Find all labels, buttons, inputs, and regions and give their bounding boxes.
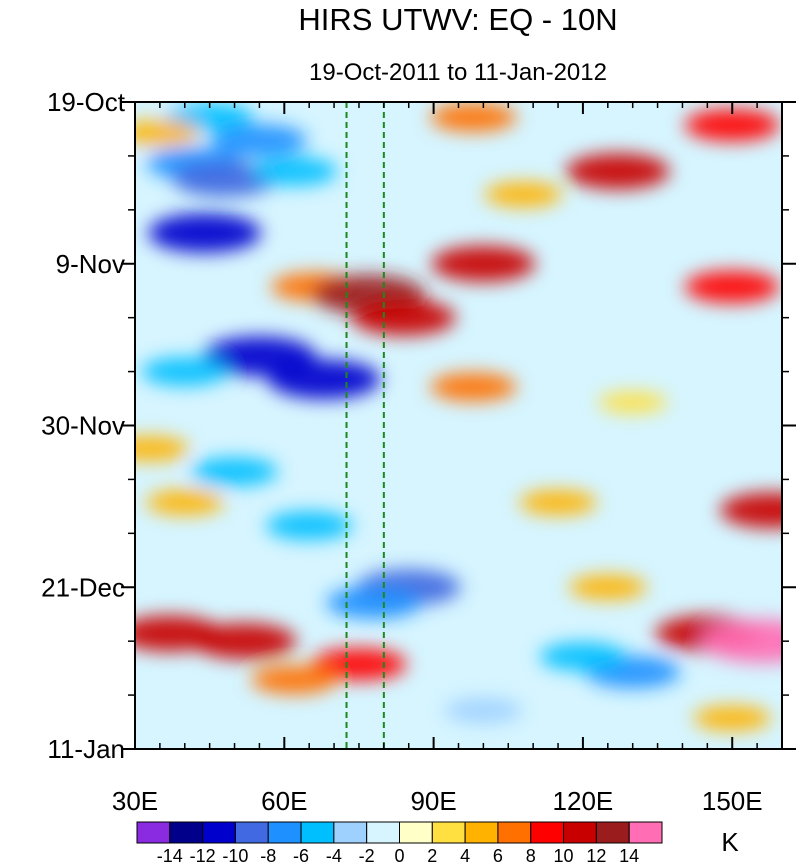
x-tick-label-0: 30E <box>112 786 158 816</box>
anomaly-blob-22 <box>191 457 278 487</box>
chart-title: HIRS UTWV: EQ - 10N <box>298 2 617 37</box>
colorbar-swatch-4 <box>267 821 302 844</box>
colorbar-swatch-9 <box>431 821 466 844</box>
reference-lines <box>345 102 385 749</box>
colorbar-label-8: 2 <box>427 846 437 864</box>
y-tick-label-4: 11-Jan <box>47 734 125 764</box>
colorbar-swatch-0 <box>136 821 171 844</box>
anomaly-blob-7 <box>430 103 517 132</box>
chart-subtitle: 19-Oct-2011 to 11-Jan-2012 <box>309 59 607 86</box>
colorbar-label-6: -2 <box>359 846 375 864</box>
x-tick-label-4: 150E <box>702 786 763 816</box>
colorbar-swatch-12 <box>530 821 565 844</box>
colorbar-label-10: 6 <box>493 846 503 864</box>
anomaly-blob-31 <box>192 623 297 660</box>
colorbar-swatch-5 <box>300 821 335 844</box>
colorbar-swatch-3 <box>234 821 269 844</box>
anomaly-blob-32 <box>311 648 407 681</box>
anomaly-blob-37 <box>701 619 782 663</box>
anomaly-blob-5 <box>148 213 262 253</box>
anomaly-blob-10 <box>484 181 562 208</box>
colorbar-swatch-1 <box>169 821 204 844</box>
colorbar: -14 -12 -10 -8 -6 -4 -2 0 2 4 6 8 10 12 14 <box>136 821 663 864</box>
anomaly-blob-35 <box>539 642 627 671</box>
anomaly-blob-24 <box>265 511 353 541</box>
colorbar-label-3: -8 <box>260 846 276 864</box>
x-tick-label-3: 120E <box>553 786 614 816</box>
colorbar-label-5: -4 <box>326 846 342 864</box>
anomaly-blob-33 <box>251 665 338 695</box>
colorbar-label-7: 0 <box>394 846 404 864</box>
colorbar-swatch-10 <box>464 821 499 844</box>
anomaly-blob-26 <box>720 492 782 529</box>
colorbar-swatch-7 <box>366 821 400 844</box>
anomaly-blob-39 <box>693 705 772 731</box>
x-axis: 30E 60E 90E 120E 150E <box>112 102 763 816</box>
colorbar-swatch-13 <box>563 821 597 844</box>
anomaly-blob-4 <box>251 156 338 186</box>
colorbar-unit: K <box>721 827 739 857</box>
anomaly-blob-21 <box>135 436 189 462</box>
colorbar-swatch-8 <box>399 821 433 844</box>
colorbar-label-9: 4 <box>460 846 470 864</box>
colorbar-label-11: 8 <box>526 846 536 864</box>
anomaly-blob-29 <box>569 574 647 600</box>
anomaly-blob-23 <box>145 489 224 516</box>
colorbar-swatch-6 <box>333 821 368 844</box>
anomaly-blob-9 <box>565 153 670 190</box>
anomaly-blob-11 <box>431 245 536 282</box>
colorbar-label-12: 10 <box>554 846 574 864</box>
anomaly-blob-17 <box>267 359 381 400</box>
anomaly-blob-12 <box>684 270 780 304</box>
anomaly-blob-3 <box>172 161 277 198</box>
anomaly-blob-38 <box>444 697 523 724</box>
colorbar-swatch-14 <box>595 821 630 844</box>
colorbar-swatch-2 <box>202 821 236 844</box>
anomaly-blob-18 <box>141 357 228 386</box>
anomaly-blob-6 <box>135 120 199 146</box>
x-tick-label-2: 90E <box>410 786 456 816</box>
y-tick-label-2: 30-Nov <box>41 411 125 441</box>
x-tick-label-1: 60E <box>261 786 307 816</box>
anomaly-blob-20 <box>598 391 668 414</box>
anomaly-blob-19 <box>430 372 517 402</box>
colorbar-label-2: -10 <box>222 846 248 864</box>
colorbar-swatch-15 <box>628 821 663 844</box>
y-tick-label-0: 19-Oct <box>47 87 126 117</box>
anomaly-blob-28 <box>326 586 422 619</box>
anomaly-blob-25 <box>519 489 597 516</box>
y-tick-label-3: 21-Dec <box>41 572 125 602</box>
colorbar-label-13: 12 <box>586 846 606 864</box>
y-tick-label-1: 9-Nov <box>56 249 125 279</box>
colorbar-label-0: -14 <box>157 846 183 864</box>
colorbar-label-4: -6 <box>293 846 309 864</box>
plot-area <box>135 102 782 749</box>
anomaly-blob-1 <box>211 124 308 157</box>
anomaly-blob-15 <box>351 299 456 336</box>
anomaly-blob-8 <box>684 108 780 142</box>
colorbar-label-14: 14 <box>619 846 639 864</box>
colorbar-label-1: -12 <box>190 846 216 864</box>
y-axis: 19-Oct 9-Nov 30-Nov 21-Dec 11-Jan <box>41 87 796 764</box>
anomaly-field <box>135 103 782 731</box>
colorbar-swatch-11 <box>497 821 532 844</box>
